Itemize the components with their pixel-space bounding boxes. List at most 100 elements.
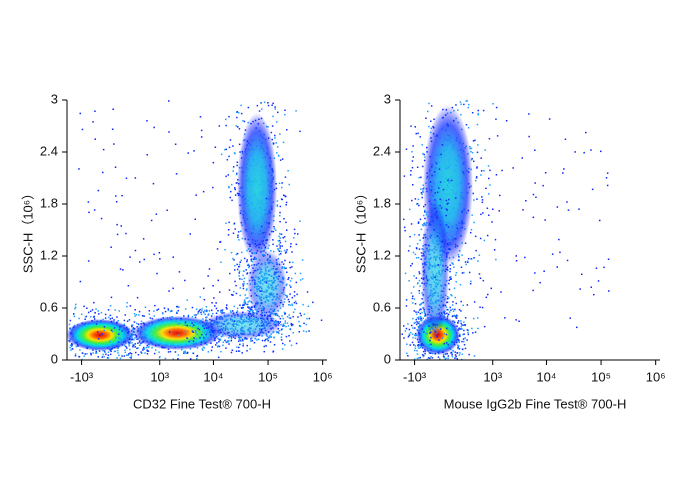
event-dot xyxy=(221,310,224,313)
event-dot xyxy=(417,222,420,224)
event-dot xyxy=(183,351,185,353)
event-dot xyxy=(193,150,195,152)
event-dot xyxy=(177,323,179,325)
event-dot xyxy=(286,316,289,318)
event-dot xyxy=(247,264,249,266)
event-dot xyxy=(95,323,98,325)
event-dot xyxy=(235,182,238,184)
event-dot xyxy=(412,317,414,320)
event-dot xyxy=(242,283,244,285)
event-dot xyxy=(422,225,425,227)
event-dot xyxy=(237,231,240,233)
event-dot xyxy=(534,149,536,151)
event-dot xyxy=(292,332,294,334)
event-dot xyxy=(460,300,462,303)
event-dot xyxy=(238,263,241,266)
event-dot xyxy=(212,186,214,189)
event-dot xyxy=(244,300,246,302)
event-dot xyxy=(312,301,314,304)
event-dot xyxy=(472,332,474,334)
event-dot xyxy=(104,317,107,319)
event-dot xyxy=(411,263,413,265)
event-dot xyxy=(413,344,415,346)
event-dot xyxy=(413,310,416,312)
event-dot xyxy=(272,142,275,145)
event-dot xyxy=(424,325,427,327)
event-dot xyxy=(270,312,273,315)
event-dot xyxy=(131,325,133,328)
event-dot xyxy=(234,269,236,271)
event-dot xyxy=(274,106,276,108)
event-dot xyxy=(184,324,187,326)
event-dot xyxy=(243,280,245,283)
event-dot xyxy=(184,321,187,323)
event-dot xyxy=(96,331,99,333)
event-dot xyxy=(473,221,475,224)
event-dot xyxy=(94,138,96,140)
event-dot xyxy=(454,308,456,311)
event-dot xyxy=(247,263,250,266)
event-dot xyxy=(275,142,277,144)
event-dot xyxy=(228,155,230,158)
event-dot xyxy=(454,274,457,276)
event-dot xyxy=(445,199,448,202)
event-dot xyxy=(426,358,428,361)
event-dot xyxy=(87,260,90,262)
event-dot xyxy=(450,276,452,278)
event-dot xyxy=(447,226,450,228)
event-dot xyxy=(166,209,168,211)
event-dot xyxy=(274,229,277,231)
event-dot xyxy=(289,327,291,330)
event-dot xyxy=(452,320,455,322)
event-dot xyxy=(412,156,414,158)
event-dot xyxy=(206,331,208,333)
event-dot xyxy=(234,187,236,189)
y-tick-label: 0.6 xyxy=(40,299,58,314)
event-dot xyxy=(258,338,260,341)
event-dot xyxy=(265,282,268,284)
event-dot xyxy=(249,307,251,309)
event-dot xyxy=(434,276,436,278)
event-dot xyxy=(286,296,288,298)
event-dot xyxy=(213,297,215,299)
event-dot xyxy=(218,338,220,341)
event-dot xyxy=(446,209,448,211)
event-dot xyxy=(210,349,213,352)
y-tick-label: 1.2 xyxy=(40,247,58,262)
event-dot xyxy=(263,306,265,309)
event-dot xyxy=(462,171,465,174)
event-dot xyxy=(252,258,255,260)
event-dot xyxy=(479,306,481,308)
event-dot xyxy=(126,320,129,322)
event-dot xyxy=(192,324,195,326)
event-dot xyxy=(418,318,420,320)
event-dot xyxy=(419,239,421,241)
event-dot xyxy=(246,260,248,263)
event-dot xyxy=(267,102,269,104)
event-dot xyxy=(150,219,153,222)
event-dot xyxy=(412,327,414,329)
event-dot xyxy=(106,357,109,359)
event-dot xyxy=(236,173,238,176)
event-dot xyxy=(204,313,206,316)
event-dot xyxy=(414,327,416,329)
event-dot xyxy=(278,235,280,238)
event-dot xyxy=(119,357,122,360)
event-dot xyxy=(599,219,601,222)
event-dot xyxy=(191,322,193,324)
event-dot xyxy=(107,322,109,324)
event-dot xyxy=(289,266,291,269)
event-dot xyxy=(103,326,106,328)
event-dot xyxy=(454,315,457,317)
event-dot xyxy=(293,228,296,231)
event-dot xyxy=(109,340,112,343)
event-dot xyxy=(184,279,186,282)
event-dot xyxy=(470,228,473,231)
event-dot xyxy=(413,298,416,300)
event-dot xyxy=(232,257,234,260)
event-dot xyxy=(420,320,422,322)
event-dot xyxy=(268,335,271,337)
event-dot xyxy=(449,278,452,280)
event-dot xyxy=(79,280,82,283)
event-dot xyxy=(426,172,428,174)
